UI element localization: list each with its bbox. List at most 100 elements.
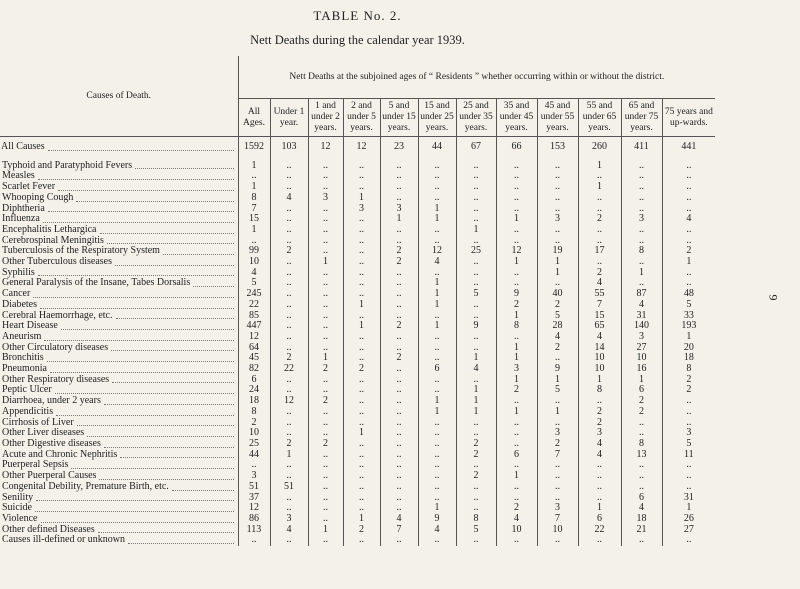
table-row: Diarrhoea, under 2 years 18 12 2.... 1 1.....… bbox=[0, 395, 716, 407]
value-cell: 2 bbox=[269, 246, 308, 258]
value-cell: 2 bbox=[661, 246, 716, 258]
table-row: Other Circulatory diseases 64............… bbox=[0, 342, 716, 354]
value-cell: 4 bbox=[379, 513, 418, 525]
leader bbox=[56, 414, 234, 416]
value-cell: .. bbox=[536, 470, 578, 482]
cause-name: Pneumonia bbox=[2, 363, 47, 375]
leader bbox=[112, 382, 234, 384]
value-cell: .. bbox=[536, 192, 578, 204]
value-cell: .. bbox=[661, 203, 716, 215]
value-cell: .. bbox=[455, 181, 496, 193]
value-cell: .. bbox=[536, 481, 578, 493]
cause-wrap: Suicide bbox=[2, 502, 237, 514]
value-cell: 27 bbox=[661, 524, 716, 536]
value-cell: .. bbox=[342, 256, 380, 268]
value-cell: 3 bbox=[577, 428, 621, 439]
cause-name: Measles bbox=[2, 170, 35, 182]
value-cell: 8 bbox=[661, 363, 716, 375]
value-cell: .. bbox=[379, 342, 418, 354]
value-cell: .. bbox=[307, 342, 343, 354]
value-cell: .. bbox=[577, 171, 621, 183]
cause-wrap: Syphilis bbox=[2, 267, 237, 279]
value-cell: .. bbox=[455, 214, 496, 225]
value-cell: .. bbox=[536, 535, 578, 547]
value-cell: 22 bbox=[237, 299, 270, 311]
value-cell: .. bbox=[342, 449, 380, 461]
value-cell: .. bbox=[417, 267, 456, 279]
value-cell: .. bbox=[417, 492, 456, 504]
leader bbox=[37, 179, 234, 181]
column-header: 75 years and up-wards. bbox=[661, 98, 716, 137]
value-cell: .. bbox=[307, 417, 343, 429]
cause-cell: Other defined Diseases bbox=[0, 524, 238, 536]
value-cell: .. bbox=[495, 181, 537, 193]
value-cell: 67 bbox=[455, 136, 496, 161]
value-cell: .. bbox=[269, 160, 308, 172]
cause-cell: Other Tuberculous diseases bbox=[0, 256, 238, 268]
table-row: Whooping Cough 8 4 3 1................ bbox=[0, 191, 716, 204]
value-cell: .. bbox=[417, 535, 456, 547]
value-cell: .. bbox=[269, 406, 308, 418]
value-cell: .. bbox=[620, 160, 662, 172]
value-cell: .. bbox=[342, 246, 380, 258]
value-cell: 85 bbox=[237, 310, 270, 322]
value-cell: 8 bbox=[237, 192, 270, 204]
cause-cell: Diphtheria bbox=[0, 203, 238, 215]
cause-name: Whooping Cough bbox=[2, 191, 74, 203]
value-cell: .. bbox=[269, 235, 308, 247]
value-cell: .. bbox=[417, 428, 456, 439]
table-row: Congenital Debility, Premature Birth, et… bbox=[0, 481, 716, 493]
value-cell: .. bbox=[269, 310, 308, 322]
leader bbox=[47, 149, 234, 151]
cause-name: Senility bbox=[2, 491, 34, 503]
cause-wrap: Congenital Debility, Premature Birth, et… bbox=[2, 481, 237, 493]
value-cell: 1 bbox=[417, 299, 456, 311]
value-cell: 1 bbox=[307, 256, 343, 268]
table-header: Causes of Death. Nett Deaths at the subjo… bbox=[0, 56, 716, 137]
value-cell: .. bbox=[417, 449, 456, 461]
value-cell: .. bbox=[342, 417, 380, 429]
value-cell: .. bbox=[342, 535, 380, 547]
value-cell: 8 bbox=[577, 385, 621, 397]
cause-cell: Senility bbox=[0, 491, 238, 504]
value-cell: .. bbox=[342, 438, 380, 450]
cause-cell: Cerebral Haemorrhage, etc. bbox=[0, 310, 238, 322]
value-cell: .. bbox=[661, 278, 716, 290]
value-cell: 1 bbox=[577, 181, 621, 193]
value-cell: .. bbox=[237, 171, 270, 183]
cause-name: Causes ill-defined or unknown bbox=[2, 534, 126, 546]
value-cell: 2 bbox=[307, 363, 343, 375]
cause-wrap: Cerebral Haemorrhage, etc. bbox=[2, 310, 237, 322]
value-cell: .. bbox=[379, 438, 418, 450]
value-cell: 1 bbox=[495, 214, 537, 225]
value-cell: .. bbox=[307, 288, 343, 300]
table-row: Acute and Chronic Nephritis 44 1........ 2 6… bbox=[0, 449, 716, 461]
value-cell: .. bbox=[577, 395, 621, 407]
value-cell: .. bbox=[269, 460, 308, 472]
page-number: 9 bbox=[766, 294, 781, 301]
cause-header: Causes of Death. bbox=[0, 56, 238, 137]
value-cell: .. bbox=[536, 460, 578, 472]
value-cell: 10 bbox=[495, 524, 537, 536]
value-cell: .. bbox=[342, 470, 380, 482]
cause-name: Heart Disease bbox=[2, 320, 58, 332]
value-cell: 64 bbox=[237, 342, 270, 354]
value-cell: .. bbox=[307, 502, 343, 514]
value-cell: 25 bbox=[237, 438, 270, 450]
value-cell: .. bbox=[269, 321, 308, 332]
value-cell: 2 bbox=[661, 385, 716, 397]
value-cell: .. bbox=[379, 192, 418, 204]
table-row: Other Puerperal Causes 3.......... 2 1.....… bbox=[0, 470, 716, 482]
cause-cell: Causes ill-defined or unknown bbox=[0, 535, 238, 546]
value-cell: .. bbox=[307, 385, 343, 397]
cause-cell: Aneurism bbox=[0, 331, 238, 343]
value-cell: 44 bbox=[417, 136, 456, 161]
value-cell: .. bbox=[379, 492, 418, 504]
value-cell: 10 bbox=[237, 256, 270, 268]
cause-wrap: Whooping Cough bbox=[2, 191, 237, 204]
value-cell: 6 bbox=[620, 492, 662, 504]
value-cell: .. bbox=[495, 535, 537, 547]
cause-wrap: Peptic Ulcer bbox=[2, 385, 237, 396]
value-cell: 3 bbox=[536, 214, 578, 225]
value-cell: 1 bbox=[307, 353, 343, 365]
